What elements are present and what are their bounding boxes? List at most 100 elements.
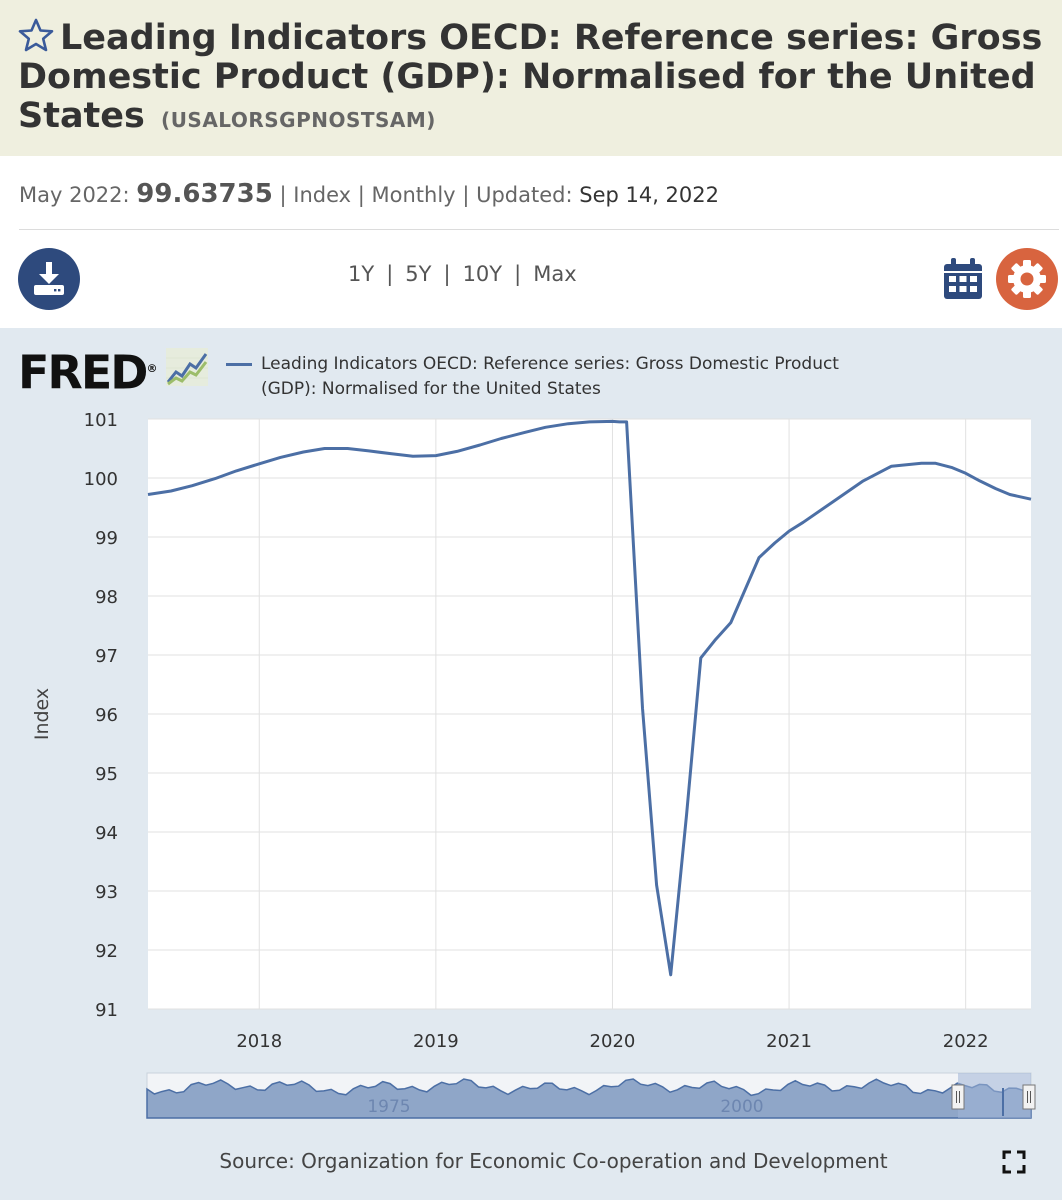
data-point[interactable]	[681, 808, 693, 820]
data-point[interactable]	[916, 457, 928, 469]
data-point[interactable]	[783, 525, 795, 537]
range-tab-max[interactable]: Max	[533, 262, 577, 286]
data-point[interactable]	[930, 457, 942, 469]
data-point[interactable]	[651, 879, 663, 891]
x-tick-label: 2022	[943, 1031, 989, 1052]
updated-date: Sep 14, 2022	[579, 183, 720, 207]
data-point[interactable]	[584, 416, 596, 428]
period-label: May 2022:	[19, 183, 130, 207]
range-tab-1y[interactable]: 1Y	[348, 262, 375, 286]
range-tab-10y[interactable]: 10Y	[462, 262, 503, 286]
data-point[interactable]	[725, 617, 737, 629]
download-icon	[34, 262, 64, 295]
y-tick-label: 94	[95, 823, 118, 844]
registered-mark: ®	[146, 362, 158, 375]
page-title: Leading Indicators OECD: Reference serie…	[18, 18, 1044, 140]
navigator-series	[146, 1078, 1032, 1119]
fred-logo: FRED®	[18, 346, 157, 395]
data-point[interactable]	[539, 421, 551, 433]
data-point[interactable]	[518, 427, 530, 439]
chart-panel: FRED® Leading Indicators OECD: Reference…	[0, 328, 1062, 1200]
data-point[interactable]	[562, 418, 574, 430]
x-tick-label: 2019	[413, 1031, 459, 1052]
navigator-tick-label: 1975	[367, 1097, 410, 1117]
meta-separator: |	[462, 183, 470, 207]
download-button[interactable]	[18, 248, 80, 310]
y-tick-label: 95	[95, 764, 118, 785]
data-point[interactable]	[974, 475, 986, 487]
x-tick-label: 2020	[590, 1031, 636, 1052]
range-tab-5y[interactable]: 5Y	[405, 262, 432, 286]
data-point[interactable]	[186, 480, 198, 492]
data-point[interactable]	[451, 445, 463, 457]
data-point[interactable]	[709, 634, 721, 646]
meta-separator: |	[357, 183, 365, 207]
data-point[interactable]	[695, 652, 707, 664]
star-icon[interactable]	[18, 18, 54, 52]
data-point[interactable]	[342, 443, 354, 455]
data-point[interactable]	[885, 460, 897, 472]
data-point[interactable]	[430, 450, 442, 462]
meta-separator: |	[279, 183, 287, 207]
data-point[interactable]	[407, 450, 419, 462]
data-point[interactable]	[474, 439, 486, 451]
data-point[interactable]	[253, 458, 265, 470]
data-point[interactable]	[753, 552, 765, 564]
settings-button[interactable]	[996, 248, 1058, 310]
data-point[interactable]	[386, 448, 398, 460]
range-separator: |	[443, 262, 451, 286]
data-point[interactable]	[495, 432, 507, 444]
data-point[interactable]	[665, 969, 677, 981]
series-line[interactable]	[147, 419, 1032, 977]
data-point[interactable]	[297, 446, 309, 458]
data-point[interactable]	[165, 485, 177, 497]
chart-legend[interactable]: Leading Indicators OECD: Reference serie…	[226, 352, 866, 402]
line-chart: 91 92 93 94 95 96 97 98 99 100 101 Index 2018 2019 20…	[31, 410, 1037, 1119]
navigator-left-handle[interactable]	[951, 1084, 965, 1110]
series-id: (USALORSGPNOSTSAM)	[161, 108, 436, 132]
data-point[interactable]	[363, 445, 375, 457]
data-point[interactable]	[636, 702, 648, 714]
y-tick-label: 100	[84, 469, 118, 490]
series-title: Leading Indicators OECD: Reference serie…	[18, 18, 1043, 136]
fullscreen-icon[interactable]	[1002, 1150, 1026, 1174]
units-label: Index	[293, 183, 352, 207]
data-point[interactable]	[319, 443, 331, 455]
navigator-selection[interactable]	[958, 1073, 1031, 1118]
data-point[interactable]	[797, 516, 809, 528]
data-point[interactable]	[274, 451, 286, 463]
y-tick-label: 92	[95, 941, 118, 962]
legend-swatch	[226, 363, 252, 366]
data-point[interactable]	[946, 461, 958, 473]
data-point[interactable]	[857, 475, 869, 487]
y-tick-label: 91	[95, 1000, 118, 1021]
data-point[interactable]	[769, 537, 781, 549]
y-tick-label: 97	[95, 646, 118, 667]
range-separator: |	[386, 262, 394, 286]
data-point[interactable]	[209, 473, 221, 485]
data-point[interactable]	[1004, 489, 1016, 501]
data-point[interactable]	[739, 584, 751, 596]
calendar-icon[interactable]	[943, 258, 983, 300]
legend-label: Leading Indicators OECD: Reference serie…	[261, 354, 839, 399]
latest-value: 99.63735	[136, 179, 273, 209]
divider	[19, 229, 1059, 230]
data-point[interactable]	[827, 496, 839, 508]
series-meta: May 2022: 99.63735 | Index | Monthly | U…	[19, 176, 719, 213]
title-band: Leading Indicators OECD: Reference serie…	[0, 0, 1062, 156]
data-point[interactable]	[990, 483, 1002, 495]
data-point[interactable]	[230, 465, 242, 477]
data-point[interactable]	[142, 489, 154, 501]
x-tick-label: 2021	[766, 1031, 812, 1052]
y-tick-label: 101	[84, 410, 118, 431]
fred-logo-text: FRED	[18, 345, 148, 400]
y-tick-label: 99	[95, 528, 118, 549]
y-tick-label: 93	[95, 882, 118, 903]
updated-label: Updated:	[476, 183, 573, 207]
data-point[interactable]	[1025, 493, 1037, 505]
navigator-right-handle[interactable]	[1022, 1084, 1036, 1110]
data-point[interactable]	[621, 416, 633, 428]
data-point[interactable]	[960, 467, 972, 479]
fred-chart-icon	[166, 348, 208, 386]
